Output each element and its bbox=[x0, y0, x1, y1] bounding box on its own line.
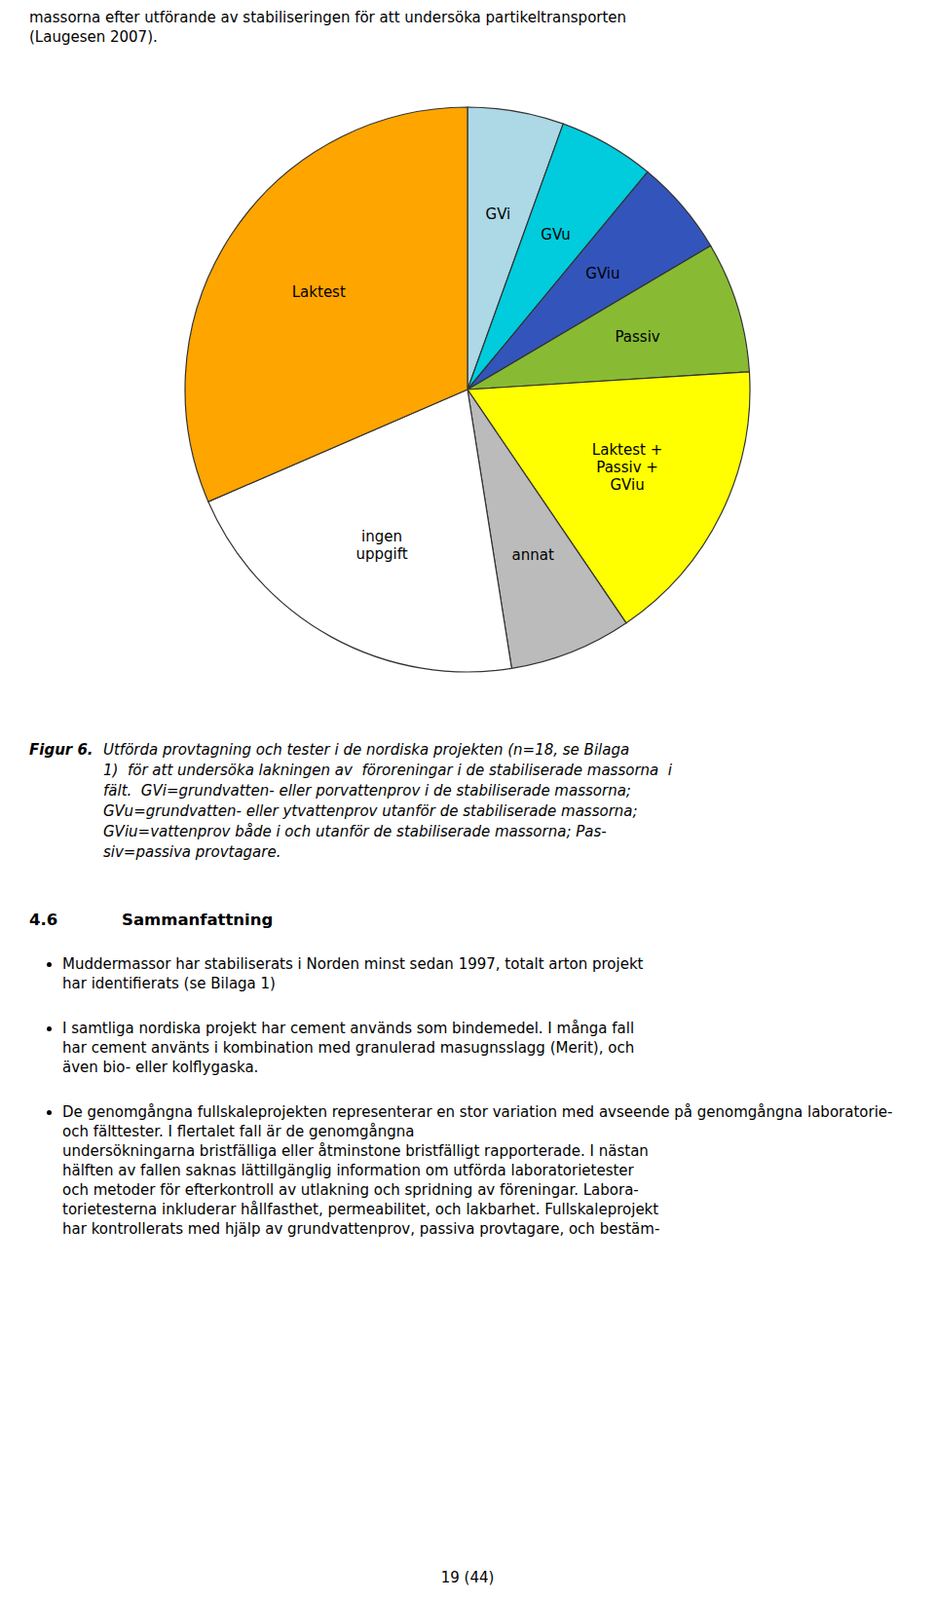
text-line: massorna efter utförande av stabiliserin… bbox=[29, 7, 906, 28]
section-title: Sammanfattning bbox=[121, 910, 273, 930]
caption-line: GVu=grundvatten- eller ytvattenprov utan… bbox=[103, 801, 673, 823]
text-line: (Laugesen 2007). bbox=[29, 27, 906, 47]
bullet-line: torietesterna inkluderar hållfasthet, pe… bbox=[62, 1199, 906, 1220]
slice-label-line: Laktest + bbox=[592, 441, 663, 459]
bullet-line: I samtliga nordiska projekt har cement a… bbox=[62, 1018, 906, 1039]
slice-label: GViu bbox=[585, 264, 620, 283]
slice-label: GVu bbox=[540, 225, 570, 244]
bullet-line: har identifierats (se Bilaga 1) bbox=[62, 973, 906, 994]
caption-line: fält. GVi=grundvatten- eller porvattenpr… bbox=[103, 781, 673, 802]
bullet-line: även bio- eller kolflygaska. bbox=[62, 1057, 906, 1078]
slice-label-line: ingen bbox=[361, 527, 403, 546]
slice-label-line: Passiv bbox=[614, 328, 660, 346]
slice-label: Laktest bbox=[292, 283, 346, 301]
bullet-line: har cement använts i kombination med gra… bbox=[62, 1038, 906, 1058]
section-heading: 4.6Sammanfattning bbox=[29, 910, 906, 930]
bullet-item: Muddermassor har stabiliserats i Norden … bbox=[62, 954, 906, 994]
top-text: massorna efter utförande av stabiliserin… bbox=[29, 7, 906, 47]
bullet-line: Muddermassor har stabiliserats i Norden … bbox=[62, 954, 906, 974]
caption-line: GViu=vattenprov både i och utanför de st… bbox=[103, 822, 673, 843]
slice-label-line: GVi bbox=[486, 205, 512, 224]
bullet-item: I samtliga nordiska projekt har cement a… bbox=[62, 1018, 906, 1078]
slice-label: ingenuppgift bbox=[355, 527, 408, 563]
slice-label: Laktest +Passiv +GViu bbox=[592, 441, 663, 494]
bullet-line: undersökningarna bristfälliga eller åtmi… bbox=[62, 1141, 906, 1161]
pie-slice bbox=[467, 245, 749, 390]
pie-chart: GViGVuGViuPassivLaktest +Passiv +GViuann… bbox=[0, 68, 935, 711]
slice-label: Passiv bbox=[614, 328, 660, 346]
slice-label-line: GViu bbox=[609, 476, 644, 494]
slice-label-line: Passiv + bbox=[596, 458, 659, 477]
slice-label: annat bbox=[512, 546, 555, 564]
caption-lines: Utförda provtagning och tester i de nord… bbox=[103, 740, 673, 863]
slices bbox=[185, 107, 750, 673]
bullet-line: och metoder för efterkontroll av utlakni… bbox=[62, 1180, 906, 1200]
slice-label-line: annat bbox=[512, 546, 555, 564]
caption-line: 1) för att undersöka lakningen av förore… bbox=[103, 760, 673, 782]
page-number: 19 (44) bbox=[0, 1569, 935, 1587]
caption-line: Utförda provtagning och tester i de nord… bbox=[103, 740, 673, 761]
bullets: Muddermassor har stabiliserats i Norden … bbox=[29, 954, 906, 1239]
bullet-line: hälften av fallen saknas lättillgänglig … bbox=[62, 1160, 906, 1181]
slice-label: GVi bbox=[486, 205, 512, 224]
slice-label-line: GViu bbox=[585, 264, 620, 283]
slice-label-line: uppgift bbox=[355, 545, 408, 563]
section-number: 4.6 bbox=[29, 910, 122, 930]
bullet-list: Muddermassor har stabiliserats i Norden … bbox=[29, 954, 906, 1265]
caption-label: Figur 6. bbox=[29, 740, 104, 863]
slice-labels: GViGVuGViuPassivLaktest +Passiv +GViuann… bbox=[292, 205, 663, 564]
bullet-item: De genomgångna fullskaleprojekten repres… bbox=[62, 1102, 906, 1239]
pie-slice bbox=[185, 107, 468, 502]
bullet-line: De genomgångna fullskaleprojekten repres… bbox=[62, 1102, 906, 1142]
bullet-line: har kontrollerats med hjälp av grundvatt… bbox=[62, 1219, 906, 1239]
caption: Figur 6.Utförda provtagning och tester i… bbox=[29, 740, 906, 863]
slice-label-line: Laktest bbox=[292, 283, 346, 301]
slice-label-line: GVu bbox=[540, 225, 570, 244]
caption-line: siv=passiva provtagare. bbox=[103, 842, 673, 863]
